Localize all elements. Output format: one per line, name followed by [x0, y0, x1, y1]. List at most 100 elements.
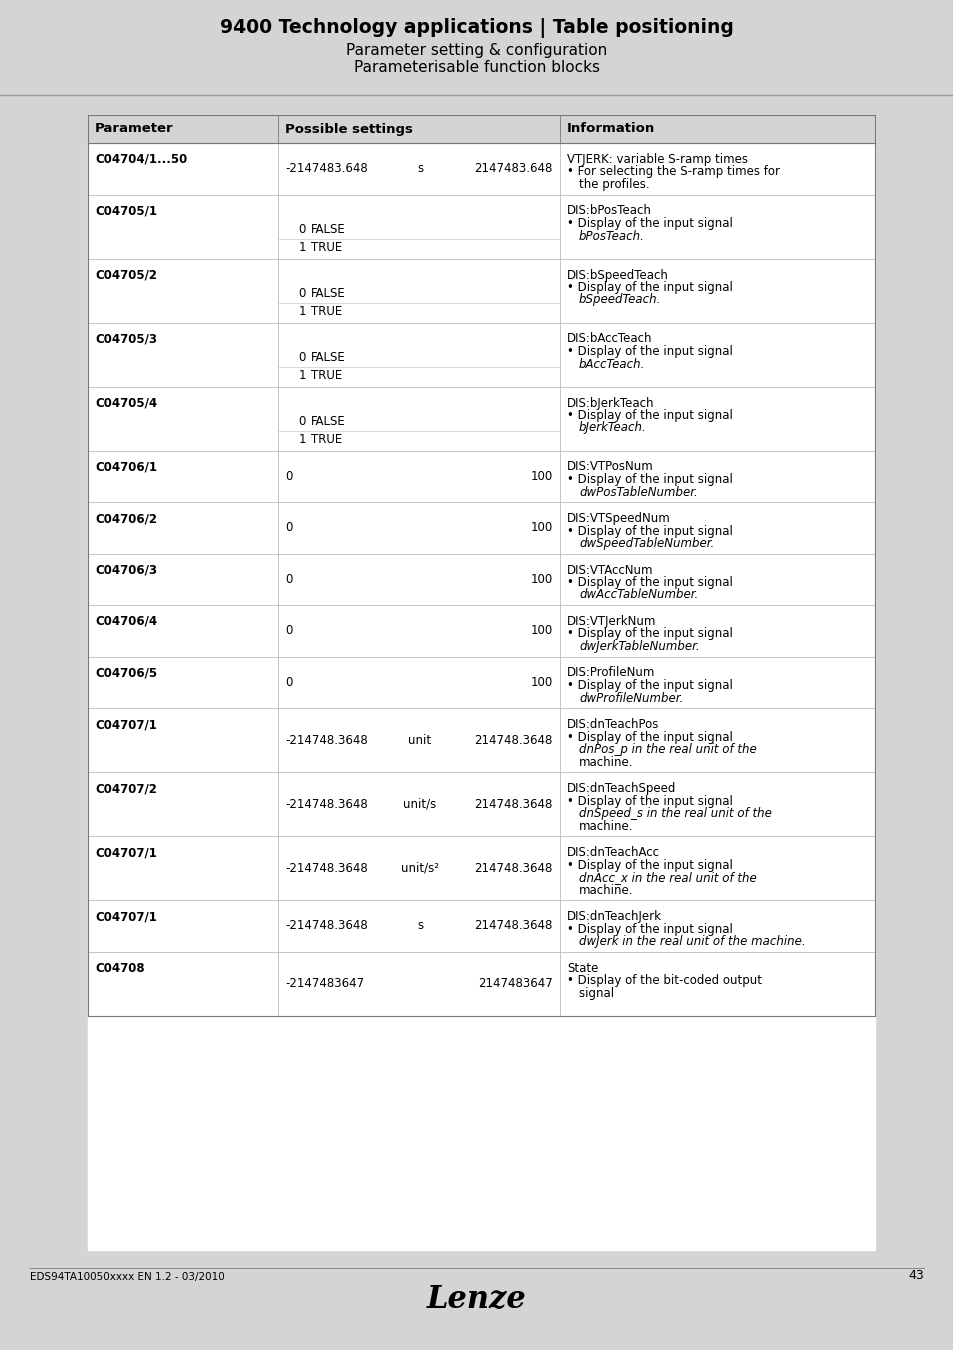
Text: C04705/2: C04705/2: [95, 269, 157, 282]
Text: DIS:dnTeachJerk: DIS:dnTeachJerk: [566, 910, 661, 923]
Text: C04706/1: C04706/1: [95, 460, 157, 474]
Bar: [88, 115, 874, 143]
Text: DIS:dnTeachAcc: DIS:dnTeachAcc: [566, 846, 659, 859]
Text: 2147483647: 2147483647: [477, 977, 553, 990]
Text: DIS:bAccTeach: DIS:bAccTeach: [566, 332, 652, 346]
Text: C04704/1...50: C04704/1...50: [95, 153, 187, 166]
Text: Parameter: Parameter: [95, 123, 173, 135]
Text: TRUE: TRUE: [311, 369, 342, 382]
Text: 100: 100: [530, 624, 553, 637]
Text: dnSpeed_s in the real unit of the: dnSpeed_s in the real unit of the: [578, 807, 771, 819]
Text: • Display of the input signal: • Display of the input signal: [566, 472, 732, 486]
Text: -214748.3648: -214748.3648: [285, 798, 367, 810]
Text: • Display of the input signal: • Display of the input signal: [566, 281, 732, 294]
Text: DIS:ProfileNum: DIS:ProfileNum: [566, 667, 655, 679]
Text: bPosTeach.: bPosTeach.: [578, 230, 644, 243]
Text: -214748.3648: -214748.3648: [285, 861, 367, 875]
Text: Information: Information: [566, 123, 655, 135]
Text: DIS:bJerkTeach: DIS:bJerkTeach: [566, 397, 654, 409]
Text: -214748.3648: -214748.3648: [285, 733, 367, 747]
Text: DIS:VTSpeedNum: DIS:VTSpeedNum: [566, 512, 670, 525]
Text: 1: 1: [298, 305, 306, 319]
Text: FALSE: FALSE: [311, 288, 345, 300]
Text: 1: 1: [298, 369, 306, 382]
Text: 0: 0: [298, 223, 306, 236]
Text: C04707/2: C04707/2: [95, 782, 156, 795]
Text: VTJERK: variable S-ramp times: VTJERK: variable S-ramp times: [566, 153, 747, 166]
Text: • Display of the input signal: • Display of the input signal: [566, 217, 732, 230]
Text: FALSE: FALSE: [311, 223, 345, 236]
Text: C04707/1: C04707/1: [95, 846, 156, 859]
Text: dnAcc_x in the real unit of the: dnAcc_x in the real unit of the: [578, 871, 756, 884]
Text: 2147483.648: 2147483.648: [475, 162, 553, 176]
Text: -2147483647: -2147483647: [285, 977, 364, 990]
Text: -2147483.648: -2147483.648: [285, 162, 367, 176]
Text: Possible settings: Possible settings: [285, 123, 413, 135]
Text: 214748.3648: 214748.3648: [475, 733, 553, 747]
Text: DIS:VTAccNum: DIS:VTAccNum: [566, 563, 653, 576]
Text: C04706/5: C04706/5: [95, 667, 157, 679]
Text: machine.: machine.: [578, 756, 633, 768]
Text: dwAccTableNumber.: dwAccTableNumber.: [578, 589, 698, 602]
Text: • Display of the input signal: • Display of the input signal: [566, 730, 732, 744]
Text: Lenze: Lenze: [427, 1284, 526, 1315]
Text: 0: 0: [285, 470, 292, 483]
Text: • Display of the input signal: • Display of the input signal: [566, 922, 736, 936]
Text: 9400 Technology applications | Table positioning: 9400 Technology applications | Table pos…: [220, 18, 733, 38]
Text: DIS:VTPosNum: DIS:VTPosNum: [566, 460, 653, 474]
Text: FALSE: FALSE: [311, 414, 345, 428]
Text: C04706/3: C04706/3: [95, 563, 157, 576]
Text: DIS:bPosTeach: DIS:bPosTeach: [566, 204, 651, 217]
Text: 0: 0: [298, 351, 306, 364]
Text: machine.: machine.: [578, 819, 633, 833]
Bar: [0, 0, 953, 95]
Text: EDS94TA10050xxxx EN 1.2 - 03/2010: EDS94TA10050xxxx EN 1.2 - 03/2010: [30, 1272, 225, 1282]
Text: • Display of the input signal: • Display of the input signal: [566, 576, 732, 589]
Text: DIS:dnTeachPos: DIS:dnTeachPos: [566, 718, 659, 730]
Text: unit: unit: [408, 733, 431, 747]
Text: unit/s²: unit/s²: [400, 861, 438, 875]
Text: dwJerk in the real unit of the machine.: dwJerk in the real unit of the machine.: [578, 936, 804, 948]
Text: s: s: [416, 162, 422, 176]
Text: bAccTeach.: bAccTeach.: [578, 358, 644, 370]
Text: • Display of the input signal: • Display of the input signal: [566, 409, 732, 423]
Text: 1: 1: [298, 433, 306, 446]
Text: TRUE: TRUE: [311, 433, 342, 446]
Text: -214748.3648: -214748.3648: [285, 919, 367, 933]
Text: dnPos_p in the real unit of the: dnPos_p in the real unit of the: [578, 743, 756, 756]
Text: 214748.3648: 214748.3648: [475, 861, 553, 875]
Text: 214748.3648: 214748.3648: [475, 919, 553, 933]
Text: C04707/1: C04707/1: [95, 718, 156, 730]
Text: dwPosTableNumber.: dwPosTableNumber.: [578, 486, 697, 498]
Text: C04706/2: C04706/2: [95, 512, 157, 525]
Text: TRUE: TRUE: [311, 305, 342, 319]
Text: 100: 100: [530, 521, 553, 535]
Text: 0: 0: [285, 572, 292, 586]
Text: Parameter setting & configuration: Parameter setting & configuration: [346, 42, 607, 58]
Text: 43: 43: [907, 1269, 923, 1282]
Text: bSpeedTeach.: bSpeedTeach.: [578, 293, 660, 306]
Text: s: s: [416, 919, 422, 933]
Text: DIS:bSpeedTeach: DIS:bSpeedTeach: [566, 269, 668, 282]
Text: DIS:dnTeachSpeed: DIS:dnTeachSpeed: [566, 782, 676, 795]
Text: unit/s: unit/s: [403, 798, 436, 810]
Text: 0: 0: [285, 624, 292, 637]
Text: • Display of the input signal: • Display of the input signal: [566, 679, 732, 693]
Text: bJerkTeach.: bJerkTeach.: [578, 421, 646, 435]
Text: • Display of the input signal: • Display of the input signal: [566, 525, 732, 537]
Text: dwJerkTableNumber.: dwJerkTableNumber.: [578, 640, 699, 653]
Text: 0: 0: [298, 414, 306, 428]
Text: signal: signal: [578, 987, 618, 999]
Text: the profiles.: the profiles.: [578, 178, 649, 190]
Text: • For selecting the S-ramp times for: • For selecting the S-ramp times for: [566, 166, 780, 178]
Text: 100: 100: [530, 676, 553, 688]
Text: State: State: [566, 961, 598, 975]
Text: DIS:VTJerkNum: DIS:VTJerkNum: [566, 616, 656, 628]
Text: 1: 1: [298, 242, 306, 254]
Text: dwSpeedTableNumber.: dwSpeedTableNumber.: [578, 537, 714, 549]
Text: • Display of the input signal: • Display of the input signal: [566, 795, 732, 807]
Text: C04707/1: C04707/1: [95, 910, 156, 923]
Text: 0: 0: [298, 288, 306, 300]
Text: Parameterisable function blocks: Parameterisable function blocks: [354, 61, 599, 76]
Text: • Display of the input signal: • Display of the input signal: [566, 346, 732, 358]
